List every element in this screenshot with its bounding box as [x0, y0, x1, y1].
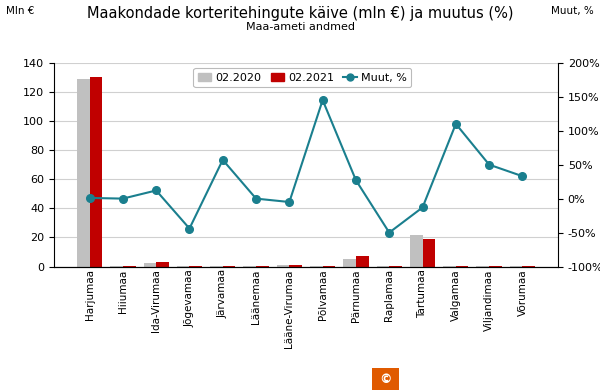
Bar [422, 239, 435, 267]
Bar [277, 265, 289, 267]
Bar [210, 265, 223, 267]
Bar [389, 266, 402, 267]
Bar [123, 266, 136, 267]
Bar [89, 77, 102, 267]
Text: Muut, %: Muut, % [551, 6, 594, 16]
Bar [323, 266, 335, 267]
Bar [356, 256, 368, 267]
Bar [489, 266, 502, 267]
FancyBboxPatch shape [372, 368, 398, 390]
Bar [244, 266, 256, 267]
Bar [256, 266, 269, 267]
Bar [523, 265, 535, 267]
Bar [110, 266, 123, 267]
Bar [456, 266, 469, 267]
Text: Maa-ameti andmed: Maa-ameti andmed [245, 22, 355, 32]
Bar [156, 263, 169, 267]
Bar [223, 266, 235, 267]
Text: Maakondade korteritehingute käive (mln €) ja muutus (%): Maakondade korteritehingute käive (mln €… [87, 6, 513, 21]
Bar [476, 266, 489, 267]
Legend: 02.2020, 02.2021, Muut, %: 02.2020, 02.2021, Muut, % [193, 68, 412, 87]
Bar [177, 266, 190, 267]
Bar [343, 259, 356, 267]
Bar [410, 234, 422, 267]
Bar [289, 265, 302, 267]
Text: ©: © [379, 373, 392, 386]
Bar [310, 266, 323, 267]
Bar [443, 266, 456, 267]
Bar [190, 266, 202, 267]
Bar [77, 79, 89, 267]
Bar [377, 266, 389, 267]
Text: Mln €: Mln € [6, 6, 34, 16]
Bar [143, 263, 156, 267]
Text: Tõnu Toompark, ADAUR.EE: Tõnu Toompark, ADAUR.EE [427, 374, 565, 384]
Bar [510, 265, 523, 267]
